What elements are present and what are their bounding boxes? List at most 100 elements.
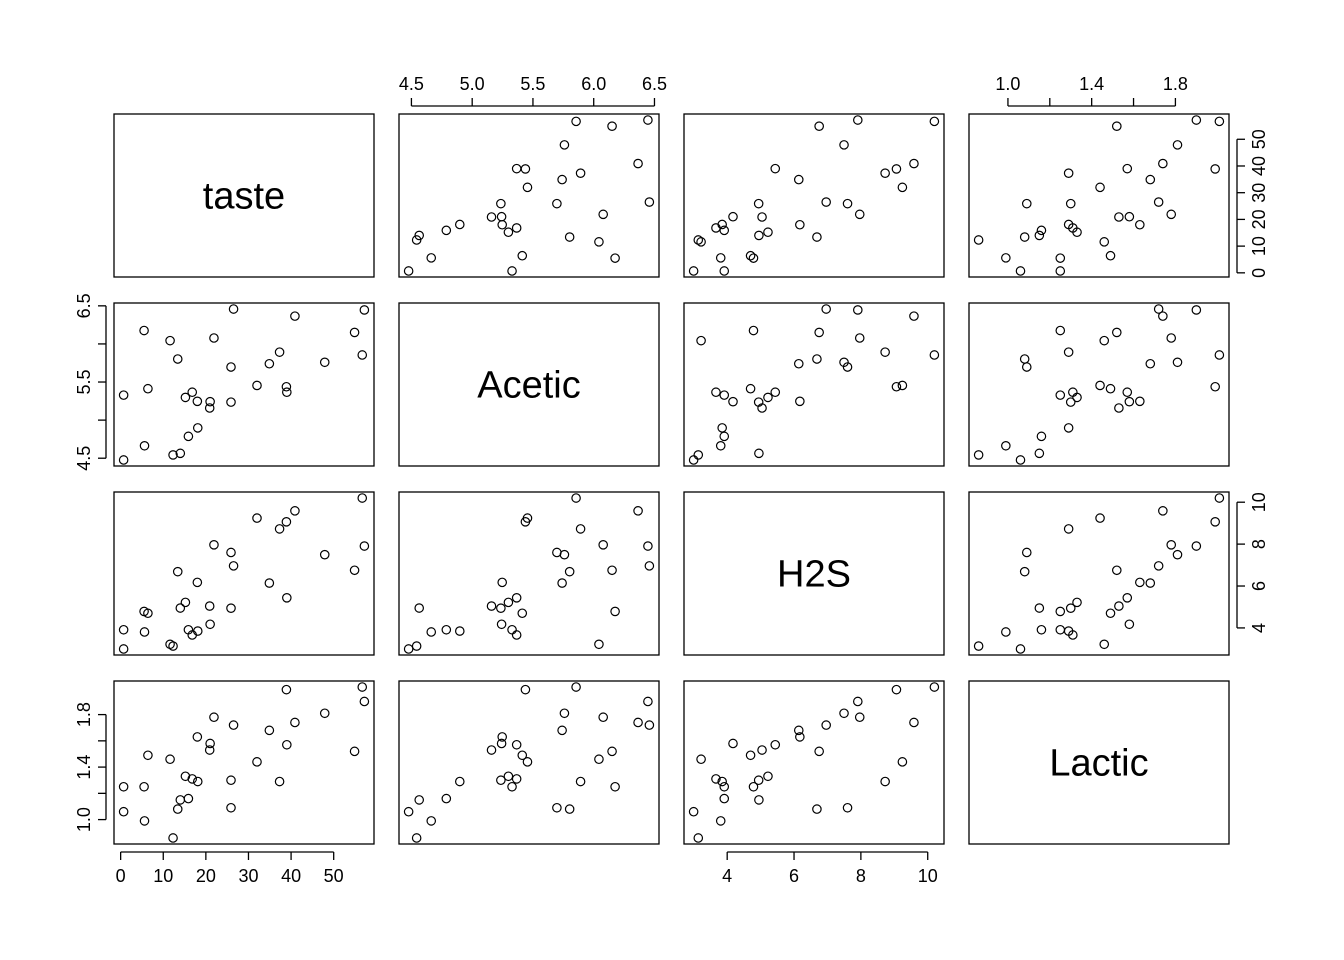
point-taste-vs-h2s: [891, 164, 902, 174]
point-acetic-vs-h2s: [748, 325, 759, 336]
point-lactic-vs-acetic: [503, 771, 514, 782]
point-lactic-vs-taste: [357, 682, 368, 692]
point-h2s-vs-taste: [357, 493, 368, 503]
point-h2s-vs-acetic: [607, 565, 617, 576]
point-taste-vs-h2s: [728, 211, 738, 222]
point-h2s-vs-lactic: [1210, 517, 1220, 527]
point-taste-vs-h2s: [719, 266, 730, 276]
point-acetic-vs-lactic: [1105, 383, 1116, 394]
point-h2s-vs-lactic: [1158, 506, 1168, 516]
point-acetic-vs-h2s: [696, 335, 706, 346]
variable-label-lactic: Lactic: [1049, 743, 1148, 785]
point-taste-vs-h2s: [812, 232, 822, 242]
tick-label-right-taste: 0: [1249, 268, 1269, 278]
point-h2s-vs-taste: [282, 592, 292, 603]
point-h2s-vs-lactic: [1063, 524, 1074, 534]
point-lactic-vs-acetic: [517, 750, 528, 761]
point-lactic-vs-taste: [264, 725, 275, 736]
point-taste-vs-acetic: [552, 198, 562, 209]
point-lactic-vs-taste: [209, 712, 219, 723]
point-taste-vs-lactic: [1019, 232, 1030, 242]
axes: 0 10 20 30 40 50 0 10 20 30 40 50 4.5 5.0 5.5 6.0 6.5 4.5…: [74, 74, 1269, 886]
point-lactic-vs-h2s: [929, 682, 940, 692]
point-acetic-vs-h2s: [745, 383, 756, 394]
point-lactic-vs-h2s: [852, 696, 863, 707]
point-lactic-vs-h2s: [748, 781, 759, 792]
point-h2s-vs-taste: [252, 513, 262, 523]
point-taste-vs-acetic: [497, 219, 508, 230]
point-acetic-vs-h2s: [715, 440, 726, 451]
point-h2s-vs-taste: [205, 619, 215, 630]
point-lactic-vs-h2s: [719, 793, 730, 804]
point-lactic-vs-h2s: [793, 725, 804, 736]
point-taste-vs-lactic: [1166, 209, 1177, 220]
point-lactic-vs-taste: [192, 732, 203, 742]
point-lactic-vs-h2s: [821, 720, 831, 730]
point-h2s-vs-acetic: [633, 506, 643, 516]
point-lactic-vs-h2s: [745, 750, 756, 761]
point-lactic-vs-acetic: [520, 684, 531, 695]
point-lactic-vs-acetic: [643, 696, 653, 707]
point-taste-vs-lactic: [1055, 253, 1066, 263]
tick-label-right-h2s: 10: [1249, 492, 1269, 512]
point-acetic-vs-taste: [175, 448, 186, 459]
point-lactic-vs-taste: [282, 739, 292, 750]
point-h2s-vs-acetic: [522, 513, 533, 523]
point-taste-vs-acetic: [426, 253, 437, 263]
point-taste-vs-h2s: [897, 182, 908, 193]
point-acetic-vs-taste: [192, 396, 203, 407]
point-lactic-vs-acetic: [552, 802, 562, 813]
point-acetic-vs-taste: [264, 358, 275, 369]
point-taste-vs-lactic: [1001, 253, 1011, 263]
point-acetic-vs-h2s: [812, 354, 822, 364]
point-lactic-vs-h2s: [696, 754, 706, 765]
point-lactic-vs-taste: [143, 750, 153, 761]
point-taste-vs-acetic: [598, 209, 608, 220]
panel-taste-taste: [113, 113, 375, 278]
point-taste-vs-h2s: [757, 212, 767, 222]
point-taste-vs-h2s: [711, 223, 721, 233]
tick-label-right-h2s: 8: [1249, 539, 1269, 549]
point-acetic-vs-taste: [274, 347, 285, 357]
point-lactic-vs-taste: [290, 717, 300, 728]
point-taste-vs-h2s: [748, 253, 759, 263]
tick-label-right-taste: 10: [1249, 236, 1269, 256]
tick-label-bottom-h2s: 4: [722, 866, 732, 886]
point-h2s-vs-acetic: [564, 566, 575, 577]
panels: [113, 113, 1230, 845]
point-h2s-vs-acetic: [643, 541, 653, 551]
panel-lactic-acetic: [398, 680, 660, 845]
point-h2s-vs-acetic: [507, 624, 517, 635]
point-h2s-vs-lactic: [1001, 627, 1011, 637]
point-taste-vs-lactic: [1145, 174, 1156, 185]
point-lactic-vs-acetic: [598, 712, 608, 723]
point-lactic-vs-taste: [319, 708, 330, 719]
point-h2s-vs-taste: [226, 547, 236, 558]
point-acetic-vs-lactic: [1166, 333, 1177, 343]
points: [118, 115, 1225, 843]
point-lactic-vs-h2s: [909, 717, 919, 728]
point-lactic-vs-h2s: [711, 774, 721, 784]
point-taste-vs-acetic: [594, 237, 604, 247]
point-h2s-vs-taste: [228, 561, 239, 571]
point-taste-vs-acetic: [496, 211, 507, 222]
point-lactic-vs-taste: [172, 804, 183, 814]
point-acetic-vs-taste: [357, 350, 368, 360]
point-h2s-vs-lactic: [1114, 601, 1124, 611]
point-acetic-vs-taste: [183, 431, 194, 442]
point-taste-vs-lactic: [1214, 116, 1225, 127]
point-lactic-vs-taste: [226, 775, 236, 786]
point-h2s-vs-lactic: [1099, 639, 1110, 650]
point-lactic-vs-acetic: [426, 816, 437, 826]
point-h2s-vs-taste: [319, 549, 330, 560]
tick-label-right-taste: 20: [1249, 209, 1269, 229]
point-acetic-vs-lactic: [1055, 390, 1066, 400]
point-lactic-vs-acetic: [496, 738, 507, 749]
point-h2s-vs-lactic: [1214, 493, 1225, 503]
point-h2s-vs-acetic: [411, 641, 422, 651]
tick-label-right-taste: 40: [1249, 156, 1269, 176]
point-acetic-vs-taste: [187, 387, 198, 398]
point-h2s-vs-lactic: [1111, 565, 1122, 576]
point-taste-vs-h2s: [852, 115, 863, 125]
point-acetic-vs-taste: [168, 450, 178, 460]
